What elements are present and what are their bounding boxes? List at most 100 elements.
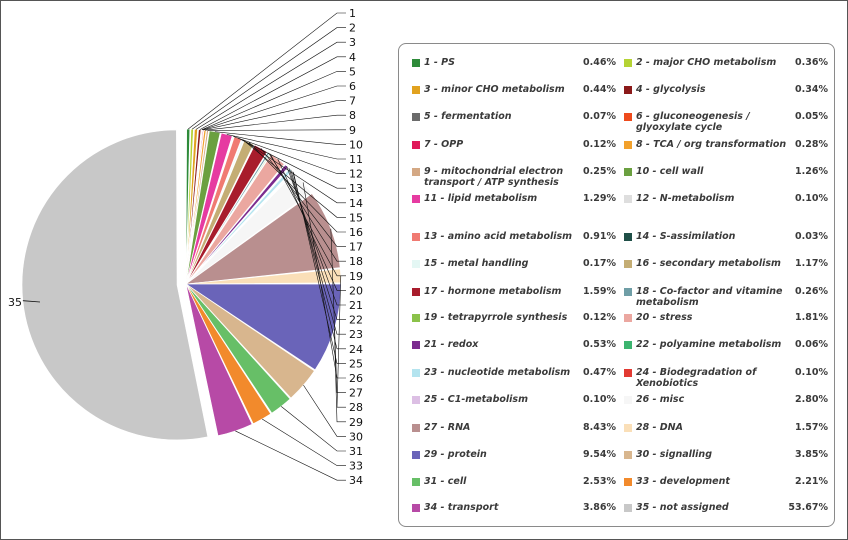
legend-item-11: 11 - lipid metabolism 1.29%: [412, 193, 622, 223]
slice-label-28: 28: [349, 401, 363, 414]
legend-item-19: 19 - tetrapyrrole synthesis 0.12%: [412, 312, 622, 342]
slice-label-24: 24: [349, 343, 363, 356]
legend-label-26: 26 - misc: [636, 394, 685, 405]
legend-value-26: 2.80%: [795, 394, 828, 405]
legend-item-6: 6 - gluconeogenesis / glyoxylate cycle 0.…: [624, 111, 834, 141]
leader-line-16: [248, 142, 346, 233]
leader-line-35: [22, 300, 41, 303]
leader-line-28: [336, 275, 346, 408]
legend-item-10: 10 - cell wall 1.26%: [624, 166, 834, 196]
legend-swatch-16: [624, 260, 632, 268]
slice-label-19: 19: [349, 270, 363, 283]
leader-line-12: [233, 136, 346, 174]
slice-label-27: 27: [349, 387, 363, 400]
leader-line-30: [303, 384, 346, 437]
leader-line-4: [199, 56, 346, 130]
legend-item-20: 20 - stress 1.81%: [624, 312, 834, 342]
legend-item-34: 34 - transport 3.86%: [412, 502, 622, 532]
legend-value-13: 0.91%: [583, 231, 616, 242]
legend-item-17: 17 - hormone metabolism 1.59%: [412, 286, 622, 316]
legend-label-35: 35 - not assigned: [636, 502, 729, 513]
legend-swatch-33: [624, 478, 632, 486]
legend-value-6: 0.05%: [795, 111, 828, 122]
legend-swatch-13: [412, 233, 420, 241]
legend-item-7: 7 - OPP 0.12%: [412, 139, 622, 169]
legend-item-33: 33 - development 2.21%: [624, 476, 834, 506]
legend-label-23: 23 - nucleotide metabolism: [424, 367, 571, 378]
slice-11: [185, 132, 233, 285]
legend-label-3: 3 - minor CHO metabolism: [424, 84, 565, 95]
slice-label-17: 17: [349, 241, 363, 254]
slice-label-13: 13: [349, 182, 363, 195]
legend-value-10: 1.26%: [795, 166, 828, 177]
leader-line-34: [235, 430, 346, 481]
leader-line-7: [203, 100, 346, 131]
legend-value-5: 0.07%: [583, 111, 616, 122]
legend-item-18: 18 - Co-factor and vitamine metabolism 0.…: [624, 286, 834, 316]
slice-label-25: 25: [349, 357, 363, 370]
legend-swatch-27: [412, 424, 420, 432]
legend-value-34: 3.86%: [583, 502, 616, 513]
legend-swatch-1: [412, 59, 420, 67]
legend-value-27: 8.43%: [583, 422, 616, 433]
legend-swatch-20: [624, 314, 632, 322]
legend-item-13: 13 - amino acid metabolism 0.91%: [412, 231, 622, 261]
legend-value-24: 0.10%: [795, 367, 828, 378]
legend-value-1: 0.46%: [583, 57, 616, 68]
legend-item-21: 21 - redox 0.53%: [412, 339, 622, 369]
legend-value-28: 1.57%: [795, 422, 828, 433]
legend-label-15: 15 - metal handling: [424, 258, 529, 269]
legend-swatch-31: [412, 478, 420, 486]
leader-line-1: [188, 12, 346, 130]
leader-line-27: [330, 228, 346, 393]
pie-slices: [21, 128, 342, 441]
legend-label-27: 27 - RNA: [424, 422, 471, 433]
legend-label-29: 29 - protein: [424, 449, 487, 460]
slice-35: [21, 129, 209, 441]
legend-label-16: 16 - secondary metabolism: [636, 258, 781, 269]
legend-value-31: 2.53%: [583, 476, 616, 487]
slice-label-29: 29: [349, 416, 363, 429]
legend-value-16: 1.17%: [795, 258, 828, 269]
slice-label-11: 11: [349, 153, 363, 166]
slice-label-9: 9: [349, 124, 356, 137]
leader-line-10: [214, 131, 346, 145]
legend-label-12: 12 - N-metabolism: [636, 193, 735, 204]
legend-swatch-10: [624, 168, 632, 176]
slice-label-20: 20: [349, 284, 363, 297]
legend-swatch-35: [624, 504, 632, 512]
legend-swatch-23: [412, 369, 420, 377]
slice-label-7: 7: [349, 95, 356, 108]
legend-swatch-19: [412, 314, 420, 322]
leader-line-11: [226, 134, 346, 160]
slice-labels: 1234567891011121314151617181920212223242…: [8, 7, 363, 487]
slice-34: [185, 283, 253, 437]
legend-item-12: 12 - N-metabolism 0.10%: [624, 193, 834, 223]
legend-value-8: 0.28%: [795, 139, 828, 150]
leader-line-26: [302, 182, 346, 379]
legend-swatch-12: [624, 195, 632, 203]
legend-label-8: 8 - TCA / org transformation: [636, 139, 787, 150]
legend-label-20: 20 - stress: [636, 312, 693, 323]
leader-line-20: [277, 159, 346, 291]
legend-label-19: 19 - tetrapyrrole synthesis: [424, 312, 568, 323]
slice-label-18: 18: [349, 255, 363, 268]
legend-item-31: 31 - cell 2.53%: [412, 476, 622, 506]
legend-swatch-2: [624, 59, 632, 67]
slice-label-1: 1: [349, 7, 356, 20]
leader-line-29: [334, 328, 346, 423]
legend-label-1: 1 - PS: [424, 57, 455, 68]
legend-swatch-21: [412, 341, 420, 349]
legend-swatch-28: [624, 424, 632, 432]
slice-label-2: 2: [349, 22, 356, 35]
slice-label-21: 21: [349, 299, 363, 312]
legend-swatch-14: [624, 233, 632, 241]
legend-item-25: 25 - C1-metabolism 0.10%: [412, 394, 622, 424]
legend-value-35: 53.67%: [788, 502, 828, 513]
leader-line-6: [202, 85, 346, 131]
slice-21: [185, 164, 289, 285]
slice-label-14: 14: [349, 197, 363, 210]
legend-item-22: 22 - polyamine metabolism 0.06%: [624, 339, 834, 369]
slice-label-4: 4: [349, 51, 356, 64]
